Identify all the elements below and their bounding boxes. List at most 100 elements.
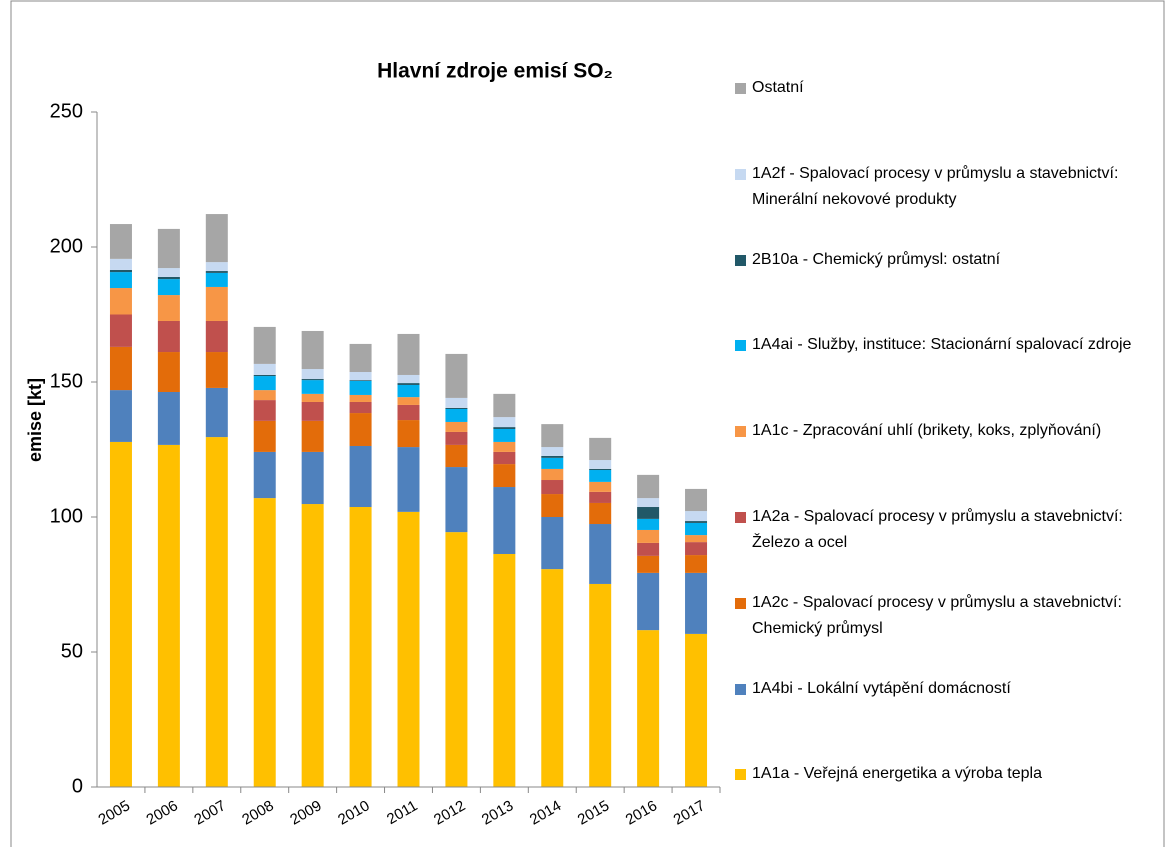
bar-segment xyxy=(205,272,228,287)
bar-segment xyxy=(397,383,420,385)
bar-segment xyxy=(301,393,324,402)
x-tick-label: 2009 xyxy=(287,797,324,828)
legend-label: 1A2c - Spalovací procesy v průmyslu a st… xyxy=(752,593,1122,637)
bar-segment xyxy=(157,279,180,296)
bar-segment xyxy=(541,447,564,456)
bar-segment xyxy=(109,314,132,347)
bar-segment xyxy=(589,460,612,469)
bar-segment xyxy=(589,491,612,503)
bar-segment xyxy=(253,420,276,452)
bar-segment xyxy=(349,507,372,787)
bar-segment xyxy=(589,470,612,482)
bar-segment xyxy=(541,424,564,448)
bar-segment xyxy=(685,555,708,573)
bar-segment xyxy=(301,504,324,787)
bar-segment xyxy=(205,286,228,321)
bar-segment xyxy=(157,276,180,280)
x-tick-label: 2015 xyxy=(575,797,612,828)
bar-segment xyxy=(685,535,708,543)
bar-segment xyxy=(493,417,516,428)
bar-segment xyxy=(637,555,660,573)
bar-segment xyxy=(301,369,324,380)
bar-segment xyxy=(493,441,516,452)
bar-segment xyxy=(253,390,276,401)
bar-segment xyxy=(301,401,324,421)
y-axis-label: emise [kt] xyxy=(25,378,45,462)
bar-segment xyxy=(349,343,372,373)
bar-segment xyxy=(397,333,420,375)
bar-segment xyxy=(541,569,564,787)
bar-segment xyxy=(685,511,708,522)
bar-segment xyxy=(349,401,372,414)
bar-segment xyxy=(205,271,228,273)
x-tick-label: 2011 xyxy=(384,797,420,828)
bar-segment xyxy=(589,437,612,461)
bar-segment xyxy=(157,268,180,277)
x-tick-label: 2014 xyxy=(527,797,564,828)
x-tick-label: 2012 xyxy=(431,797,468,828)
bar-segment xyxy=(637,572,660,631)
bar-segment xyxy=(637,529,660,543)
bar-segment xyxy=(205,352,228,388)
bar-segment xyxy=(589,524,612,584)
bar-segment xyxy=(205,437,228,787)
y-tick-label: 200 xyxy=(50,235,83,257)
legend-label: 1A1a - Veřejná energetika a výroba tepla xyxy=(752,765,1042,783)
bar-segment xyxy=(685,522,708,536)
legend-swatch xyxy=(735,683,746,695)
legend-label: 1A2f - Spalovací procesy v průmyslu a st… xyxy=(752,164,1119,208)
bar-segment xyxy=(541,494,564,517)
x-tick-label: 2013 xyxy=(479,797,516,828)
y-tick-label: 0 xyxy=(72,775,83,797)
bar-segment xyxy=(493,427,516,429)
legend-entry: Ostatní xyxy=(735,75,1155,101)
bar-segment xyxy=(397,447,420,512)
bar-segment xyxy=(493,464,516,488)
bar-segment xyxy=(445,421,468,432)
legend-entry: 1A1a - Veřejná energetika a výroba tepla xyxy=(735,761,1155,787)
bar-segment xyxy=(205,387,228,438)
bar-segment xyxy=(205,214,228,263)
bar-segment xyxy=(157,444,180,787)
bar-segment xyxy=(157,295,180,321)
y-tick-label: 250 xyxy=(50,100,83,122)
bar-segment xyxy=(349,413,372,446)
legend-label: 2B10a - Chemický průmysl: ostatní xyxy=(752,250,1001,268)
x-tick-label: 2010 xyxy=(335,797,372,828)
x-tick-label: 2005 xyxy=(96,797,133,828)
legend-swatch xyxy=(735,512,746,523)
legend-label: 1A2a - Spalovací procesy v průmyslu a st… xyxy=(752,508,1123,551)
bar-segment xyxy=(205,262,228,272)
legend-label: Ostatní xyxy=(752,79,804,96)
bar-segment xyxy=(445,444,468,468)
bar-segment xyxy=(685,488,708,512)
bar-segment xyxy=(253,400,276,421)
legend-entry: 1A4ai - Služby, instituce: Stacionární s… xyxy=(735,332,1155,358)
bar-segment xyxy=(397,404,420,421)
bar-segment xyxy=(109,224,132,259)
bar-segment xyxy=(349,445,372,508)
bar-segment xyxy=(349,380,372,381)
legend-swatch xyxy=(735,769,746,781)
legend-swatch xyxy=(735,254,746,266)
y-tick-label: 150 xyxy=(50,370,83,392)
legend-entry: 1A1c - Zpracování uhlí (brikety, koks, z… xyxy=(735,418,1155,444)
bar-segment xyxy=(301,420,324,452)
legend-swatch xyxy=(735,83,746,94)
bar-segment xyxy=(637,542,660,556)
bar-segment xyxy=(685,572,708,634)
bar-segment xyxy=(157,352,180,392)
legend-entry: 1A2f - Spalovací procesy v průmyslu a st… xyxy=(735,161,1155,213)
legend-entry: 1A2a - Spalovací procesy v průmyslu a st… xyxy=(735,504,1155,556)
bar-segment xyxy=(109,441,132,787)
bar-segment xyxy=(349,372,372,381)
bar-segment xyxy=(541,480,564,495)
bar-segment xyxy=(589,468,612,471)
bar-segment xyxy=(301,379,324,381)
x-tick-label: 2016 xyxy=(623,797,660,828)
bar-segment xyxy=(445,353,468,398)
bar-segment xyxy=(589,502,612,525)
bar-segment xyxy=(493,393,516,418)
bar-segment xyxy=(445,407,468,409)
